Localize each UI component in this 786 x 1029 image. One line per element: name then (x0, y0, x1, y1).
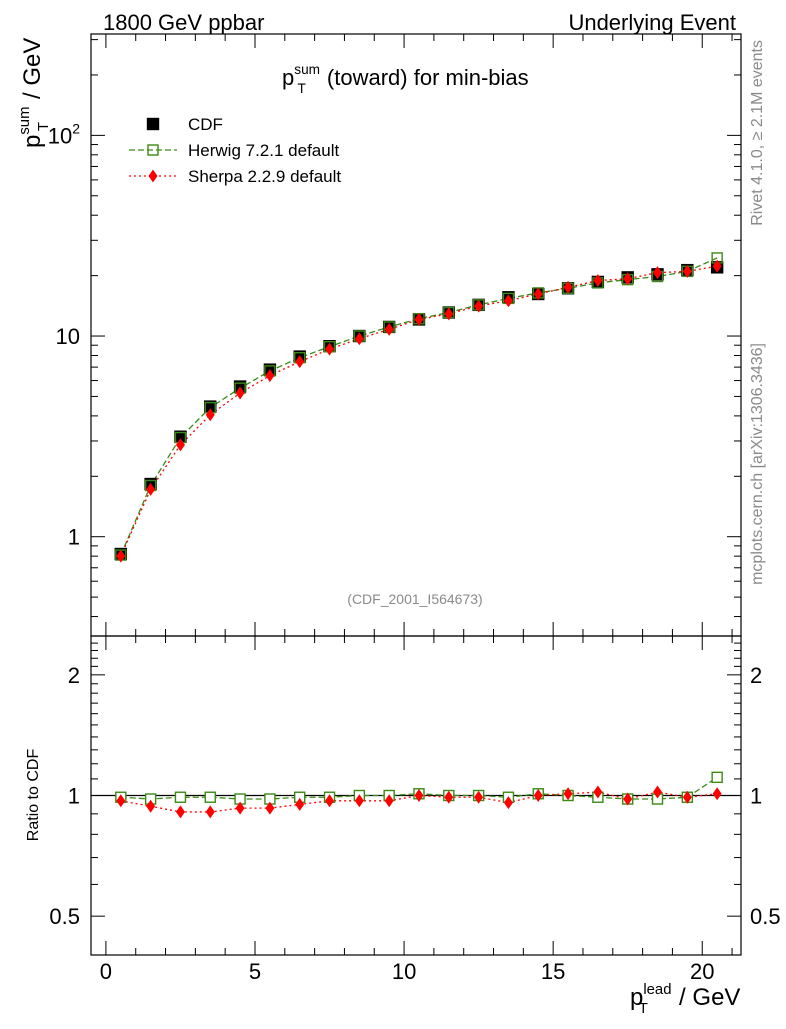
sherpa-ratio-point (295, 797, 305, 811)
sherpa-point (235, 386, 245, 400)
legend-label-herwig: Herwig 7.2.1 default (188, 141, 339, 160)
x-axis-title-text: plead T / GeV (630, 982, 740, 1017)
y-axis-title-text: psum T / GeV (17, 38, 52, 148)
chart-title-sup: sum (294, 62, 320, 77)
x-tick-label: 20 (690, 959, 714, 984)
sherpa-ratio-point (384, 794, 394, 808)
sherpa-ratio-point (682, 790, 692, 804)
herwig-ratio-point (711, 771, 723, 784)
x-axis-title-base: p (630, 984, 643, 1011)
sherpa-ratio-point (146, 799, 156, 813)
sherpa-ratio-point (205, 805, 215, 819)
y-tick-label: 10 (56, 324, 80, 349)
sherpa-ratio-point (623, 792, 633, 806)
header-left: 1800 GeV ppbar (103, 10, 264, 35)
sherpa-ratio-point (474, 790, 484, 804)
sherpa-point (444, 307, 454, 321)
sherpa-point (146, 482, 156, 496)
ratio-y-tick-label-right: 0.5 (750, 904, 781, 929)
x-axis-title-sup: lead (643, 982, 671, 998)
sherpa-point (623, 272, 633, 286)
sherpa-ratio-point (235, 801, 245, 815)
sherpa-point (325, 342, 335, 356)
x-axis-title: plead T / GeV (630, 982, 740, 1017)
sherpa-point (205, 408, 215, 422)
sherpa-ratio-point (503, 796, 513, 810)
legend-sherpa-marker (148, 169, 158, 183)
header-right: Underlying Event (568, 10, 736, 35)
x-axis-title-rest: / GeV (672, 984, 740, 1011)
y-axis-title-sup: sum (17, 107, 33, 135)
sherpa-ratio-point (175, 805, 185, 819)
x-tick-label: 15 (541, 959, 565, 984)
herwig-ratio-point (204, 791, 216, 803)
sherpa-point (593, 274, 603, 288)
sherpa-point (414, 312, 424, 326)
legend-herwig-marker (147, 144, 159, 156)
ratio-y-tick-label: 1 (68, 784, 80, 809)
x-tick-label: 5 (249, 959, 261, 984)
legend-label-sherpa: Sherpa 2.2.9 default (188, 167, 341, 186)
sherpa-ratio-point (116, 794, 126, 808)
x-tick-label: 0 (100, 959, 112, 984)
sherpa-point (295, 355, 305, 369)
sherpa-ratio-point (444, 790, 454, 804)
sherpa-point (563, 280, 573, 294)
sherpa-point (712, 259, 722, 273)
sherpa-ratio-point (533, 789, 543, 802)
sherpa-ratio-point (712, 787, 722, 801)
sherpa-point (533, 287, 543, 301)
sherpa-ratio-point (593, 785, 603, 799)
y-tick-label-base: 1 (68, 525, 80, 550)
sherpa-ratio-point (265, 801, 275, 815)
ratio-y-tick-label-right: 1 (750, 784, 762, 809)
sherpa-ratio-point (414, 789, 424, 802)
ratio-y-tick-label: 0.5 (49, 904, 80, 929)
sherpa-point (265, 369, 275, 383)
chart-title-text: psum T (toward) for min-bias (282, 62, 529, 96)
y-axis-title-sub: T (36, 122, 52, 131)
x-tick-label: 10 (392, 959, 416, 984)
analysis-tag: (CDF_2001_I564673) (347, 591, 482, 607)
chart-title-rest: (toward) for min-bias (321, 65, 529, 90)
herwig-ratio-point (174, 791, 187, 803)
ratio-panel: 0 5 10 15 20 0.5 0.5 1 1 2 2 Ratio to CDF plead T / G… (25, 635, 781, 1017)
sherpa-point (116, 549, 126, 563)
chart-title: psum T (toward) for min-bias (282, 62, 529, 96)
sherpa-point (474, 299, 484, 313)
sherpa-ratio-point (563, 787, 573, 801)
sherpa-ratio-point (653, 785, 663, 799)
chart-title-sub: T (297, 81, 306, 96)
herwig-line (120, 257, 718, 556)
sherpa-ratio-point (325, 794, 335, 808)
y-tick-label: 1 (68, 525, 80, 550)
y-axis-title-base: p (19, 135, 46, 148)
sherpa-point (384, 322, 394, 336)
source-label: mcplots.cern.ch [arXiv:1306.3436] (749, 343, 766, 585)
rivet-label: Rivet 4.1.0, ≥ 2.1M events (749, 40, 766, 226)
legend-cdf-marker (146, 117, 160, 131)
y-tick-label-exp: 2 (72, 120, 80, 136)
ratio-y-tick-label-right: 2 (750, 663, 762, 688)
chart-title-base: p (282, 65, 294, 90)
x-axis-title-sub: T (639, 1001, 648, 1017)
sherpa-point (653, 266, 663, 280)
sherpa-ratio-point (354, 794, 364, 808)
legend-label-cdf: CDF (188, 115, 223, 134)
y-axis-title-rest: / GeV (19, 38, 46, 106)
y-axis-title: psum T / GeV (17, 38, 52, 148)
ratio-y-axis-title: Ratio to CDF (25, 749, 42, 842)
ratio-y-tick-label: 2 (68, 663, 80, 688)
sherpa-point (175, 438, 185, 452)
sherpa-point (682, 264, 692, 278)
y-tick-label-base: 10 (48, 123, 72, 148)
sherpa-point (354, 332, 364, 346)
sherpa-point (503, 294, 513, 308)
y-tick-label-base: 10 (56, 324, 80, 349)
y-tick-label: 102 (48, 120, 80, 148)
